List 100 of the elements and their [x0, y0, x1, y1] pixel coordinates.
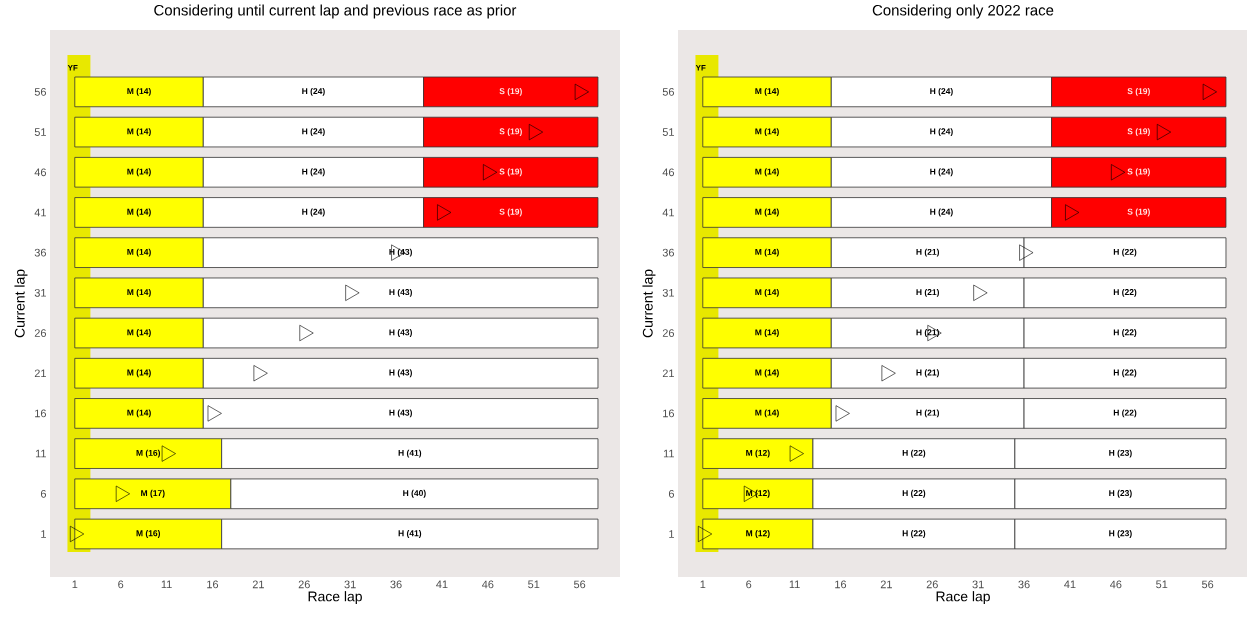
x-tick-label: 51	[1156, 580, 1168, 589]
data-label: M (12)	[746, 449, 770, 458]
data-label: M (14)	[127, 409, 151, 418]
point	[881, 365, 896, 382]
data-label: M (14)	[755, 168, 779, 177]
data-label: M (14)	[127, 248, 151, 257]
x-tick-label: 41	[1064, 580, 1076, 589]
y-tick-label: 41	[34, 208, 46, 217]
x-tick-label: 56	[573, 580, 586, 589]
y-tick-label: 1	[41, 530, 46, 538]
data-label: S (19)	[499, 168, 522, 177]
y-tick-label: 6	[668, 489, 675, 498]
x-tick-label: 46	[481, 580, 494, 589]
y-axis-title: Current lap	[14, 269, 28, 338]
data-label: S (19)	[1127, 128, 1150, 137]
data-label: H (24)	[930, 168, 953, 177]
point	[299, 324, 314, 342]
x-tick-label: 56	[1201, 580, 1214, 589]
y-tick-label: 41	[662, 208, 674, 217]
point	[345, 284, 360, 301]
y-tick-label: 51	[662, 128, 674, 136]
point	[1111, 164, 1126, 181]
y-tick-label: 36	[662, 248, 675, 257]
data-label: M (14)	[755, 329, 779, 337]
y-tick-label: 31	[662, 288, 674, 297]
point	[253, 365, 268, 382]
y-tick-label: 16	[35, 409, 46, 418]
point	[1065, 204, 1080, 221]
x-axis-title: Race lap	[936, 591, 990, 605]
data-label: H (22)	[1113, 248, 1137, 257]
data-label: M (14)	[127, 208, 151, 217]
point	[697, 525, 713, 543]
data-label: H (21)	[916, 369, 939, 378]
data-label: H (24)	[302, 128, 325, 137]
x-tick-label: 16	[207, 580, 219, 589]
data-label: S (19)	[1127, 168, 1150, 177]
data-label: H (23)	[1109, 449, 1132, 458]
data-label: H (24)	[930, 208, 953, 217]
data-label: H (22)	[902, 530, 926, 538]
data-label: M (14)	[755, 369, 779, 378]
x-tick-label: 51	[528, 580, 540, 589]
data-label: H (43)	[389, 369, 412, 378]
data-label: M (14)	[755, 248, 779, 257]
y-tick-label: 26	[34, 329, 46, 337]
data-label: S (19)	[1127, 87, 1150, 96]
data-label: M (14)	[755, 288, 779, 297]
data-label: H (21)	[916, 248, 939, 257]
data-label: H (24)	[302, 168, 325, 177]
y-tick-label: 56	[662, 88, 675, 96]
data-label: H (24)	[302, 208, 325, 217]
data-label: M (14)	[755, 208, 779, 217]
y-tick-label: 11	[663, 449, 674, 458]
chart-title: Considering until current lap and previous race as prior	[154, 4, 517, 19]
data-label: H (41)	[398, 449, 422, 458]
y-tick-label: 46	[662, 168, 675, 177]
x-tick-label: 26	[926, 580, 938, 589]
data-label: S (19)	[499, 208, 522, 217]
data-label: H (22)	[1113, 409, 1137, 418]
point	[69, 525, 85, 543]
data-label: M (14)	[127, 128, 151, 137]
data-label: M (14)	[755, 128, 779, 137]
x-tick-label: 31	[344, 580, 356, 589]
x-tick-label: 21	[880, 580, 892, 589]
x-tick-label: 31	[972, 580, 984, 589]
data-label: S (19)	[499, 87, 522, 96]
point	[835, 405, 850, 422]
x-tick-label: 36	[390, 580, 402, 589]
data-label: H (40)	[403, 489, 426, 498]
y-tick-label: 36	[34, 248, 46, 257]
data-label: M (17)	[141, 489, 165, 498]
point	[574, 83, 589, 100]
y-tick-label: 51	[34, 128, 46, 136]
x-tick-label: 6	[118, 580, 124, 589]
data-label: M (12)	[746, 530, 770, 538]
data-label: H (24)	[930, 128, 953, 137]
y-tick-label: 1	[669, 530, 674, 538]
point	[207, 405, 222, 422]
chart-title: Considering only 2022 race	[872, 4, 1054, 19]
data-label: H (24)	[302, 87, 325, 96]
data-label: M (14)	[755, 87, 779, 96]
x-tick-label: 6	[746, 580, 752, 589]
data-label: M (14)	[127, 87, 151, 96]
data-label: H (21)	[916, 288, 939, 297]
y-axis-title: Current lap	[642, 269, 656, 338]
point	[1019, 244, 1034, 261]
point	[1156, 123, 1172, 141]
x-tick-label: 1	[72, 580, 78, 589]
data-label: M (12)	[746, 489, 770, 498]
y-tick-label: 56	[34, 88, 46, 96]
x-tick-label: 11	[161, 580, 172, 589]
data-label: M (14)	[755, 409, 779, 418]
data-label: H (24)	[930, 87, 953, 96]
point	[483, 164, 498, 181]
data-label: M (16)	[136, 530, 161, 538]
y-tick-label: 46	[34, 168, 46, 177]
x-tick-label: 41	[436, 580, 448, 589]
y-tick-label: 31	[34, 288, 46, 297]
point	[115, 485, 130, 502]
x-tick-label: 16	[835, 580, 847, 589]
point	[437, 204, 452, 221]
